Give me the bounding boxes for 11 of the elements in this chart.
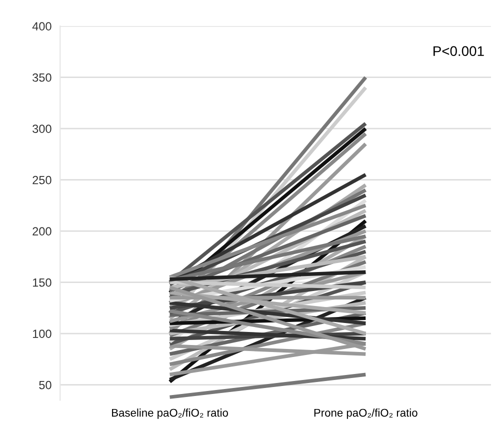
annotation: P<0.001 xyxy=(434,46,484,56)
y-tick-label: 150 xyxy=(32,278,52,287)
x-tick-label: Baseline paO₂/fiO₂ ratio xyxy=(112,408,228,419)
x-tick-label: Prone paO₂/fiO₂ ratio xyxy=(314,408,418,419)
y-tick-label: 100 xyxy=(32,330,52,338)
y-tick-label: 200 xyxy=(32,227,52,236)
y-tick-label: 300 xyxy=(32,124,52,133)
y-tick-label: 400 xyxy=(32,22,52,30)
y-tick-label: 350 xyxy=(32,73,52,82)
y-tick-label: 250 xyxy=(32,176,52,184)
y-tick-label: 50 xyxy=(39,380,52,390)
